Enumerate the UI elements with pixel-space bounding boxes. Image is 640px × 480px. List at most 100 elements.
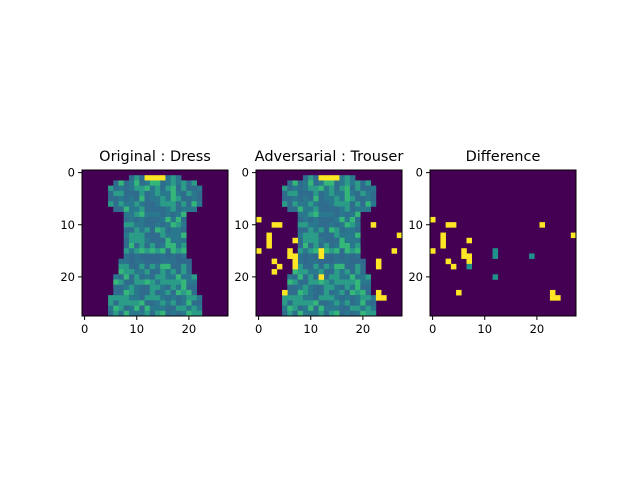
heatmap-cell — [323, 237, 330, 244]
heatmap-cell — [165, 175, 171, 181]
heatmap-cell — [196, 305, 203, 312]
heatmap-cell — [144, 269, 151, 275]
heatmap-cell — [181, 295, 187, 301]
heatmap-cell — [144, 237, 151, 244]
perturbation-cell — [271, 269, 278, 275]
heatmap-cell — [165, 295, 171, 301]
perturbation-cell — [292, 237, 299, 244]
heatmap-cell — [113, 201, 119, 207]
heatmap-cell — [123, 305, 130, 312]
heatmap-cell — [170, 279, 177, 286]
heatmap-cell — [323, 201, 330, 207]
heatmap-cell — [334, 180, 340, 186]
heatmap-cell — [313, 175, 319, 181]
heatmap-cell — [155, 237, 161, 244]
heatmap-cell — [149, 305, 156, 312]
heatmap-cell — [323, 289, 330, 296]
heatmap-cell — [344, 253, 351, 259]
heatmap-cell — [170, 253, 177, 259]
heatmap-cell — [313, 269, 319, 275]
heatmap-cell — [313, 284, 319, 291]
heatmap-cell — [113, 284, 119, 291]
heatmap-cell — [302, 232, 309, 239]
heatmap-cell — [302, 305, 309, 312]
heatmap-cell — [308, 190, 314, 197]
heatmap-cell — [297, 190, 304, 197]
heatmap-cell — [323, 279, 330, 286]
heatmap-cell — [282, 201, 288, 207]
heatmap-cell — [128, 263, 135, 270]
perturbation-cell — [318, 253, 325, 259]
heatmap-cell — [139, 263, 145, 270]
heatmap-cell — [196, 185, 203, 192]
heatmap-cell — [360, 289, 366, 296]
heatmap-cell — [144, 284, 151, 291]
heatmap-cell — [329, 295, 335, 301]
heatmap-cell — [292, 180, 299, 186]
heatmap-cell — [323, 300, 330, 306]
heatmap-cell — [355, 284, 361, 291]
heatmap-cell — [313, 180, 319, 186]
heatmap-cell — [113, 190, 119, 197]
heatmap-cell — [313, 196, 319, 202]
heatmap-cell — [313, 216, 319, 223]
heatmap-cell — [292, 300, 299, 306]
heatmap-cell — [144, 289, 151, 296]
heatmap-cell — [155, 258, 161, 265]
heatmap-cell — [181, 227, 187, 233]
heatmap-cell — [144, 258, 151, 265]
heatmap-cell — [365, 305, 372, 312]
heatmap-cell — [313, 258, 319, 265]
heatmap-cell — [292, 289, 299, 296]
heatmap-cell — [139, 201, 145, 207]
perturbation-cell — [287, 253, 293, 259]
heatmap-cell — [128, 232, 135, 239]
heatmap-cell — [287, 201, 293, 207]
heatmap-cell — [175, 305, 182, 312]
heatmap-cell — [128, 300, 135, 306]
heatmap-cell — [186, 274, 192, 280]
heatmap-cell — [355, 180, 361, 186]
axes-frame — [81, 169, 229, 317]
heatmap-cell — [175, 175, 182, 181]
heatmap-cell — [175, 237, 182, 244]
heatmap-cell — [349, 310, 356, 317]
x-tick-label: 0 — [255, 322, 262, 336]
heatmap-cell — [339, 305, 345, 312]
heatmap-cell — [134, 227, 140, 233]
heatmap-cell — [365, 274, 372, 280]
heatmap-cell — [308, 300, 314, 306]
heatmap-cell — [318, 305, 325, 312]
heatmap-cell — [292, 185, 299, 192]
heatmap-cell — [344, 201, 351, 207]
heatmap-cell — [349, 190, 356, 197]
heatmap-cell — [339, 201, 345, 207]
heatmap-cell — [287, 300, 293, 306]
heatmap-cell — [160, 196, 166, 202]
heatmap-cell — [365, 190, 372, 197]
heatmap-cell — [349, 289, 356, 296]
heatmap-cell — [165, 190, 171, 197]
heatmap-cell — [160, 295, 166, 301]
heatmap-cell — [108, 295, 114, 301]
heatmap-cell — [297, 206, 304, 213]
heatmap-cell — [329, 305, 335, 312]
heatmap-cell — [165, 284, 171, 291]
heatmap-cell — [186, 263, 192, 270]
heatmap-cell — [318, 232, 325, 239]
heatmap-cell — [149, 289, 156, 296]
heatmap-cell — [297, 305, 304, 312]
heatmap-cell — [302, 201, 309, 207]
heatmap-cell — [144, 180, 151, 186]
heatmap-cell — [149, 253, 156, 259]
heatmap-cell — [355, 269, 361, 275]
heatmap-cell — [302, 243, 309, 249]
heatmap-cell — [344, 180, 351, 186]
heatmap-cell — [144, 232, 151, 239]
heatmap-cell — [323, 310, 330, 317]
heatmap-cell — [339, 196, 345, 202]
heatmap-cell — [160, 274, 166, 280]
heatmap-cell — [339, 295, 345, 301]
heatmap-cell — [160, 305, 166, 312]
perturbation-cell — [282, 289, 288, 296]
